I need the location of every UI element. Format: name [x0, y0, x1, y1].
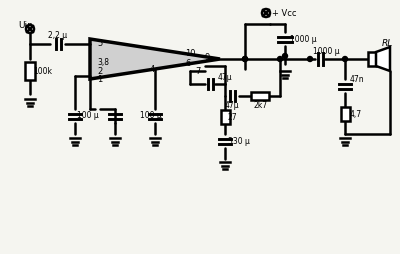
Text: 2: 2 [97, 67, 102, 75]
Text: RL: RL [382, 40, 393, 49]
Text: 9: 9 [205, 53, 210, 61]
Circle shape [242, 56, 248, 61]
Bar [340, 107, 350, 121]
Text: 3,8: 3,8 [97, 57, 109, 67]
Text: 100k: 100k [33, 67, 52, 75]
Circle shape [242, 56, 248, 61]
Text: 1: 1 [97, 74, 102, 84]
Text: 47μ: 47μ [225, 102, 240, 110]
Text: 10: 10 [185, 50, 196, 58]
Text: 2,2 μ: 2,2 μ [48, 31, 67, 40]
Text: 100 μ: 100 μ [140, 112, 162, 120]
Bar [251, 92, 269, 100]
Text: 5: 5 [97, 40, 102, 49]
Circle shape [308, 56, 312, 61]
Text: 7: 7 [195, 67, 200, 75]
Polygon shape [90, 39, 220, 79]
Text: 2k7: 2k7 [254, 102, 268, 110]
Bar [368, 52, 376, 66]
Bar [25, 62, 35, 80]
Text: Uin: Uin [18, 22, 33, 30]
Text: 47n: 47n [350, 74, 365, 84]
Circle shape [342, 56, 348, 61]
Text: 1000 μ: 1000 μ [290, 35, 317, 43]
Text: 27: 27 [228, 113, 238, 121]
Text: 4: 4 [150, 65, 155, 73]
Text: 1000 μ: 1000 μ [313, 46, 340, 56]
Polygon shape [376, 47, 390, 71]
Text: 330 μ: 330 μ [228, 136, 250, 146]
Text: + Vcc: + Vcc [272, 8, 296, 18]
Text: 6: 6 [185, 59, 190, 69]
Text: 47μ: 47μ [218, 72, 233, 82]
Text: 4,7: 4,7 [350, 109, 362, 119]
Bar [220, 110, 230, 124]
Circle shape [278, 56, 282, 61]
Text: 100 μ: 100 μ [77, 112, 99, 120]
Circle shape [282, 54, 288, 58]
